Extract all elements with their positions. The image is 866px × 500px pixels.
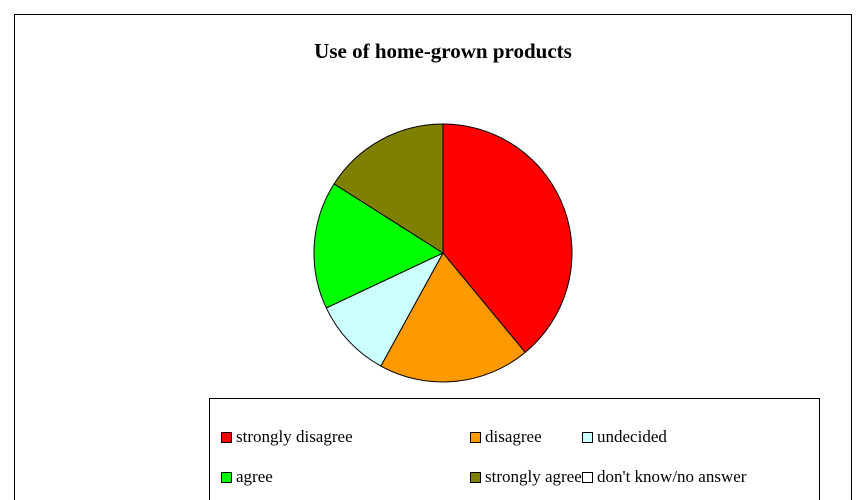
legend-label: agree [236,467,273,486]
legend-swatch [582,472,593,483]
legend-label: strongly disagree [236,427,353,446]
legend-label: undecided [597,427,667,446]
pie-slice [380,252,526,383]
legend-swatch [221,432,232,443]
chart-title: Use of home-grown products [314,39,572,63]
pie-slice [313,183,445,309]
legend-box [209,398,820,500]
legend-swatch [470,472,481,483]
legend-swatch [470,432,481,443]
pie-slice [325,251,445,367]
legend-label: don't know/no answer [597,467,747,486]
legend-swatch [221,472,232,483]
legend-swatch [582,432,593,443]
legend-label: disagree [485,427,542,446]
pie-slice [442,123,573,354]
pie-slice [333,123,444,254]
legend-label: strongly agree [485,467,582,486]
